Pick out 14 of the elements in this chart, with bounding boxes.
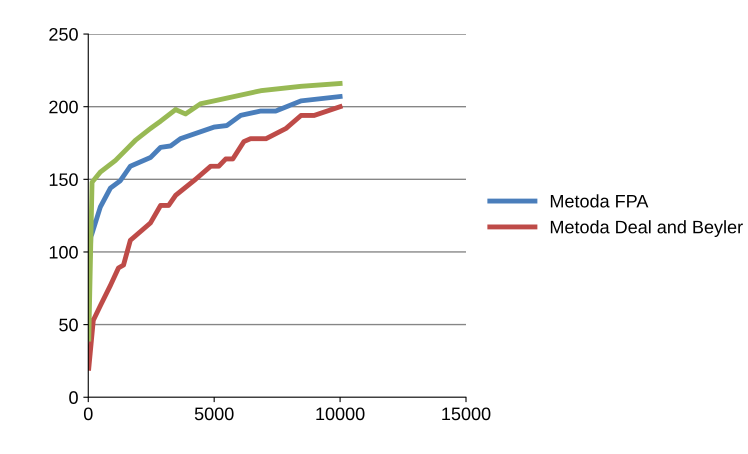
y-tick-label: 50 [59,318,78,332]
y-tick-label: 0 [69,391,78,404]
line-series [88,104,343,371]
y-tick-label: 200 [49,100,78,114]
y-tick-label: 150 [50,173,78,186]
x-tick-label: 10000 [316,407,364,420]
x-tick-label: 15000 [442,407,490,420]
legend-label: Metoda FPA [550,194,648,208]
y-tick-label: 100 [50,246,78,259]
x-tick-label: 0 [84,407,93,420]
line-series [88,81,343,342]
x-tick-label: 5000 [194,407,234,420]
y-tick-label: 250 [49,28,78,41]
legend-label: Metoda Deal and Beyler [550,220,743,237]
